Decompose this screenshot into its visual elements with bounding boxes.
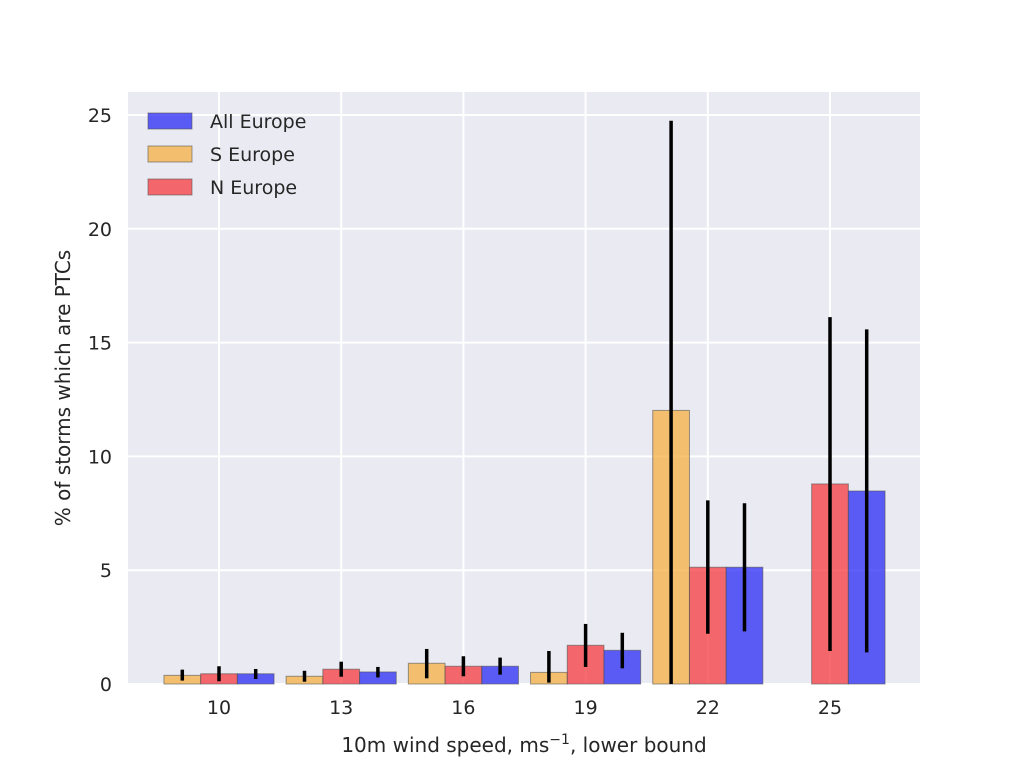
y-axis-label: % of storms which are PTCs: [51, 250, 75, 526]
plot-background: [128, 92, 920, 684]
x-tick-label: 22: [696, 697, 720, 719]
x-tick-labels: 10 13 16 19 22 25: [207, 697, 842, 719]
x-axis-label: 10m wind speed, ms−1, lower bound: [341, 732, 706, 757]
x-tick-label: 13: [329, 697, 353, 719]
legend-label: N Europe: [210, 177, 297, 199]
legend-swatch: [147, 178, 193, 196]
y-tick-label: 15: [88, 333, 112, 355]
x-tick-label: 19: [574, 697, 598, 719]
y-tick-label: 25: [88, 105, 112, 127]
x-tick-label: 25: [818, 697, 842, 719]
legend-label: S Europe: [210, 144, 295, 166]
legend-swatch: [147, 145, 193, 163]
y-tick-label: 10: [88, 446, 112, 468]
y-tick-label: 20: [88, 219, 112, 241]
legend: All Europe S Europe N Europe: [147, 111, 306, 199]
y-tick-label: 0: [100, 674, 112, 696]
x-tick-label: 10: [207, 697, 231, 719]
legend-swatch: [147, 112, 193, 130]
y-tick-labels: 0 5 10 15 20 25: [88, 105, 112, 696]
x-tick-label: 16: [451, 697, 475, 719]
legend-label: All Europe: [210, 111, 306, 133]
y-tick-label: 5: [100, 560, 112, 582]
error-bars: [180, 120, 869, 684]
